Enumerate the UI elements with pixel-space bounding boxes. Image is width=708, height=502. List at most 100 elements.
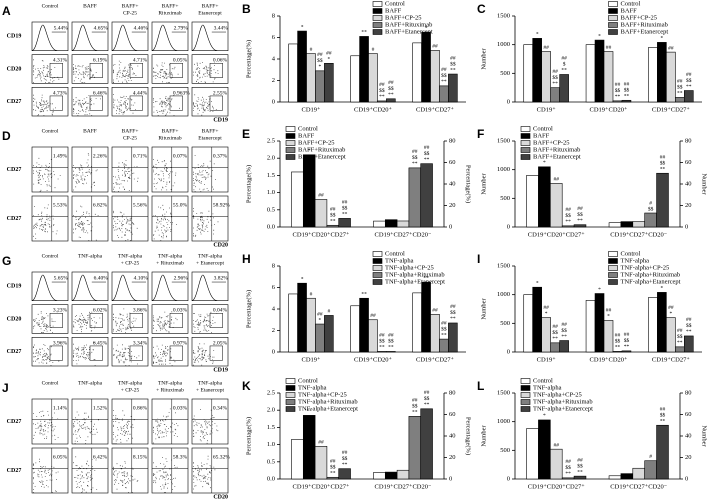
significance-label: $$ (677, 333, 683, 340)
panel-letter: D (2, 129, 11, 143)
significance-label: ## (624, 82, 630, 88)
significance-label: ## (565, 207, 571, 213)
legend-label: TNF-alpha+Etanercept (533, 405, 593, 412)
significance-label: ## (660, 407, 666, 413)
y-tick-label: 2 (272, 327, 275, 334)
legend-swatch (372, 258, 383, 264)
histogram (111, 274, 138, 301)
significance-label: $$ (330, 464, 336, 471)
significance-label: ## (317, 52, 323, 58)
gate-percent: 6.82% (93, 202, 108, 208)
quadrant-lines (112, 196, 148, 241)
y-tick-label: 0.5 (267, 206, 275, 213)
significance-label: $$ (660, 412, 666, 419)
significance-label: ## (577, 206, 583, 212)
significance-label: * (301, 276, 304, 282)
y2-tick-label: 20 (449, 454, 456, 461)
legend-swatch (608, 272, 618, 278)
significance-label: ** (624, 344, 630, 350)
legend-label: BAFF+Etanercept (385, 28, 433, 35)
column-title: TNF-alpha (158, 253, 183, 259)
significance-label: ** (361, 30, 367, 36)
x-tick-label: CD19⁺CD20⁺CD27⁺ (528, 483, 585, 490)
legend-swatch (520, 385, 531, 391)
bar (408, 416, 422, 480)
legend-swatch (285, 392, 296, 398)
column-title: BAFF (83, 128, 97, 134)
gate-percent: 0.03% (173, 405, 188, 411)
y-tick-label: 2.5 (267, 389, 275, 396)
significance-label: ** (450, 316, 456, 322)
quadrant-lines (72, 196, 108, 241)
gate (49, 345, 63, 361)
legend-label: BAFF+Rituximab (385, 21, 432, 28)
legend-label: Control (533, 377, 553, 384)
x-tick-label: CD19⁺CD27⁺CD20⁻ (375, 483, 432, 490)
gate (169, 95, 183, 111)
gate-percent: 2.79% (174, 26, 189, 32)
plot-frame (191, 21, 229, 51)
legend-swatch (285, 385, 296, 391)
y-tick-label: 0 (272, 348, 275, 355)
panel-letter: F (477, 127, 484, 141)
significance-label: ## (677, 79, 683, 85)
bar (396, 469, 410, 480)
x-axis-marker: CD19 (213, 117, 228, 123)
histogram (191, 24, 218, 51)
significance-label: ## (615, 82, 621, 88)
gate-percent: 0.07% (173, 153, 188, 159)
scatter-dots (33, 157, 61, 192)
legend-swatch (285, 140, 296, 146)
x-tick-label: CD19⁺CD20⁺ (354, 356, 392, 363)
bar (306, 297, 316, 353)
bar (585, 300, 596, 353)
bar (541, 51, 551, 103)
x-tick-label: CD19⁺ (302, 106, 322, 113)
scatter-dots (153, 311, 178, 333)
significance-label: ## (424, 145, 430, 151)
significance-label: ** (379, 345, 385, 351)
significance-label: ## (606, 45, 612, 51)
significance-label: * (660, 36, 663, 42)
bar (412, 42, 422, 103)
significance-label: ## (432, 308, 438, 314)
plot-frame (71, 398, 109, 445)
significance-label: $$ (577, 462, 583, 469)
significance-label: ## (686, 317, 692, 323)
significance-label: ** (412, 410, 418, 416)
bar (430, 314, 440, 353)
legend-swatch (608, 22, 618, 28)
plot-frame (191, 447, 229, 494)
legend-label: BAFF+Etanercept (298, 153, 346, 160)
column-title: TNF-alpha (198, 380, 223, 386)
significance-label: # (310, 292, 313, 298)
y-tick-label: 0.0 (267, 475, 275, 482)
column-title: Control (42, 253, 59, 259)
significance-label: * (425, 25, 428, 31)
x-tick-label: CD19⁺CD20⁺ (354, 106, 392, 113)
significance-label: $$ (615, 338, 621, 345)
bar (373, 220, 386, 228)
panel-letter: L (477, 379, 484, 393)
bar (608, 475, 622, 480)
significance-label: * (301, 24, 304, 30)
legend-swatch (520, 392, 531, 398)
significance-label: ** (686, 329, 692, 335)
gate-percent: 2.05% (213, 340, 228, 346)
gate (49, 313, 63, 328)
x-tick-label: CD19⁺CD27⁺ (652, 356, 690, 363)
y-tick-label: 1500 (497, 389, 510, 396)
plot-frame (31, 398, 69, 445)
significance-label: ## (561, 322, 567, 328)
significance-label: ** (424, 157, 430, 163)
significance-label: ## (342, 450, 348, 456)
row-marker: CD20 (7, 66, 22, 72)
significance-label: ## (342, 200, 348, 206)
gate-percent: 2.96% (174, 276, 189, 282)
legend-label: TNF-alpha+Etanercept (298, 405, 358, 412)
bar (523, 44, 534, 103)
bar (297, 30, 307, 103)
y-tick-label: 0 (507, 348, 510, 355)
significance-label: * (308, 148, 311, 154)
legend-swatch (520, 406, 531, 412)
